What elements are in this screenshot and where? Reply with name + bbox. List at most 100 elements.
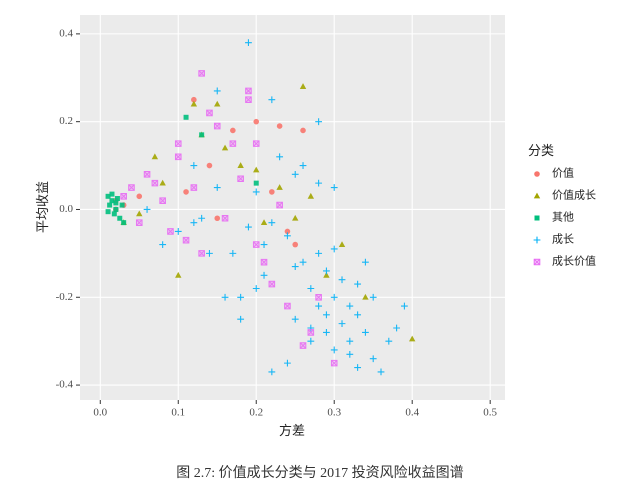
point <box>221 293 229 301</box>
point <box>260 258 268 266</box>
point <box>229 249 237 257</box>
point <box>307 192 315 199</box>
x-axis-title: 方差 <box>279 423 305 438</box>
point <box>206 249 213 257</box>
legend-key <box>533 236 541 244</box>
point <box>109 191 115 197</box>
point <box>121 220 127 226</box>
point <box>330 359 338 367</box>
point <box>190 184 198 191</box>
x-tick-label: 0.0 <box>93 407 107 419</box>
point <box>159 179 166 186</box>
caption: 图 2.7: 价值成长分类与 2017 投资风险收益图谱 <box>176 465 463 481</box>
point <box>199 132 205 138</box>
point <box>105 209 111 215</box>
point <box>190 100 198 107</box>
point <box>323 328 330 336</box>
point <box>299 342 307 349</box>
point <box>107 202 113 208</box>
point <box>330 245 338 253</box>
point <box>206 162 213 169</box>
point <box>268 96 276 104</box>
legend-label: 价值 <box>552 167 574 180</box>
point <box>292 241 299 248</box>
point <box>291 315 299 323</box>
point <box>276 201 283 209</box>
point <box>362 293 369 300</box>
point <box>307 329 315 336</box>
x-tick-label: 0.5 <box>483 407 497 419</box>
point <box>268 280 276 288</box>
point <box>300 127 306 134</box>
y-tick-label: -0.2 <box>56 291 73 303</box>
point <box>315 179 323 187</box>
point <box>323 311 330 319</box>
point <box>369 293 377 301</box>
point <box>299 83 307 89</box>
point <box>307 285 315 292</box>
point <box>135 219 143 226</box>
point <box>253 118 260 125</box>
point <box>252 241 260 248</box>
point <box>369 355 377 363</box>
point <box>245 87 252 95</box>
point <box>330 346 338 354</box>
point <box>245 223 252 231</box>
point <box>299 162 307 169</box>
point <box>143 171 151 178</box>
point <box>346 350 354 358</box>
point <box>315 302 323 310</box>
point <box>114 196 120 202</box>
point <box>174 140 182 147</box>
point <box>214 215 221 222</box>
point <box>159 197 166 204</box>
y-tick-label: 0.4 <box>59 27 73 39</box>
point <box>307 324 315 332</box>
legend-label: 价值成长 <box>552 189 596 202</box>
point <box>183 114 189 120</box>
legend-label: 成长价值 <box>552 255 596 268</box>
point <box>284 232 291 240</box>
point <box>362 258 369 266</box>
point <box>151 153 159 160</box>
point <box>291 263 299 270</box>
point <box>136 210 143 217</box>
point <box>260 271 268 279</box>
point <box>109 198 115 204</box>
point <box>191 96 197 103</box>
point <box>119 202 125 208</box>
point <box>230 127 236 134</box>
y-axis-title: 平均收益 <box>35 181 50 233</box>
point <box>167 228 174 235</box>
point <box>315 293 322 301</box>
point <box>315 249 323 257</box>
point <box>338 276 346 284</box>
point <box>291 170 299 178</box>
y-tick-label: 0.2 <box>59 115 73 127</box>
point <box>128 184 135 191</box>
legend-key <box>533 258 541 266</box>
point <box>252 188 260 196</box>
point <box>346 302 354 310</box>
point <box>393 324 401 332</box>
point <box>292 214 299 221</box>
point <box>175 271 182 278</box>
point <box>276 123 283 129</box>
point <box>269 189 275 195</box>
point <box>385 337 393 345</box>
y-tick-label: -0.4 <box>56 379 74 391</box>
legend-label: 其他 <box>552 211 574 224</box>
point <box>237 162 244 168</box>
legend-key <box>534 215 540 221</box>
point <box>284 359 291 367</box>
point <box>111 211 117 217</box>
point <box>214 100 221 107</box>
point <box>105 193 111 199</box>
point <box>183 189 189 195</box>
point <box>253 166 260 173</box>
point <box>213 87 221 95</box>
x-tick-label: 0.1 <box>171 407 185 419</box>
point <box>409 335 416 342</box>
point <box>174 228 182 235</box>
point <box>237 315 245 323</box>
